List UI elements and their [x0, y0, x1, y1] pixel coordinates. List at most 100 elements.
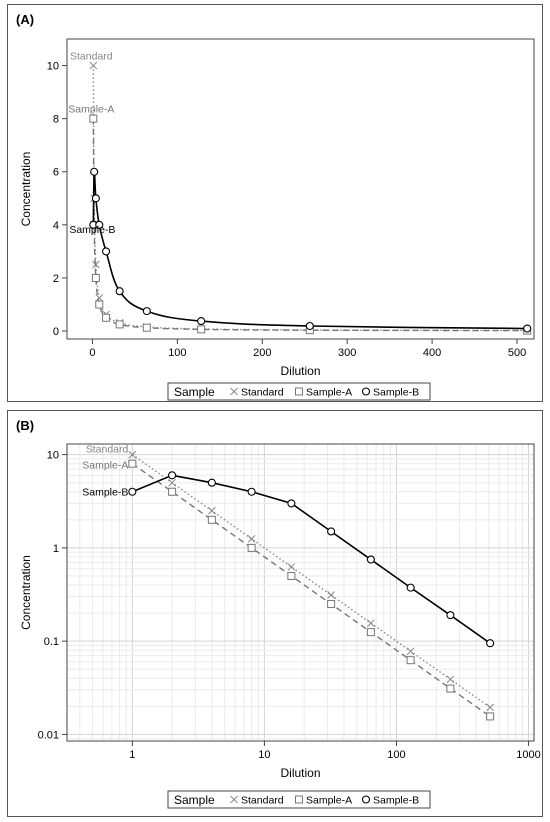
- data-point-standard-stroke-2: [287, 563, 296, 571]
- data-point-standard-stroke-2: [486, 703, 494, 712]
- data-point-sample-a: [115, 320, 124, 329]
- data-point-standard-stroke-2: [367, 619, 375, 627]
- y-tick-label: 1: [53, 543, 59, 555]
- data-point-sample-a: [207, 515, 216, 524]
- data-point-standard: [327, 591, 335, 599]
- data-point-standard: [446, 675, 455, 684]
- series-label-sample-b: Sample-B: [82, 487, 128, 499]
- panel-a: (A) 0 100 200 300 400 500 0 2 4 6 8 10 Dilution Conce…: [7, 4, 543, 402]
- panel-a-label: (A): [16, 12, 35, 27]
- data-point-standard-stroke-2: [327, 591, 335, 599]
- data-point-sample-b: [247, 487, 256, 496]
- x-tick-label: 1: [129, 749, 135, 761]
- series-standard: Standard: [70, 51, 532, 335]
- series-label-sample-a: Sample-A: [82, 460, 128, 472]
- x-tick-label: 300: [338, 347, 356, 359]
- legend-symbol-standard: [230, 795, 238, 804]
- plot-frame--a-: [66, 38, 535, 340]
- data-point-sample-b: [207, 478, 216, 487]
- x-tick-label: 0: [89, 347, 95, 359]
- series-line-sample-b: [92, 170, 528, 330]
- legend-symbol-sample-b: [361, 795, 371, 804]
- data-point-sample-b: [142, 307, 151, 316]
- data-point-sample-b: [91, 194, 100, 203]
- data-point-sample-a: [327, 600, 336, 609]
- series-label-sample-a: Sample-A: [68, 104, 114, 116]
- legend-symbol-standard: [230, 387, 238, 396]
- data-point-standard: [89, 61, 98, 70]
- y-tick-label: 0.01: [38, 729, 59, 741]
- series-sample-b: Sample-B: [69, 167, 532, 333]
- data-point-standard: [287, 563, 296, 571]
- data-point-sample-a: [287, 571, 296, 580]
- grid--b-: [67, 444, 534, 741]
- data-point-standard-stroke-2: [128, 450, 137, 459]
- data-point-sample-b: [446, 611, 455, 620]
- data-point-sample-a: [247, 543, 256, 552]
- x-tick-label: 10: [258, 749, 270, 761]
- data-point-sample-a: [102, 313, 111, 322]
- legend-symbol-sample-a: [295, 387, 303, 396]
- data-point-standard-stroke-2: [168, 478, 176, 487]
- data-point-standard: [208, 506, 216, 515]
- y-tick-label: 10: [47, 450, 59, 462]
- legend-title: Sample: [174, 385, 215, 399]
- y-tick-label: 10: [47, 61, 59, 73]
- data-point-standard: [486, 703, 494, 712]
- series-label-standard: Standard: [70, 51, 113, 63]
- data-point-sample-a: [486, 712, 495, 721]
- data-point-sample-a: [89, 114, 98, 123]
- y-tick-label: 0.1: [44, 636, 59, 648]
- legend-entry-sample-b: Sample-B: [373, 387, 419, 399]
- legend-entry-standard: Standard: [241, 795, 284, 807]
- data-point-sample-b: [197, 317, 206, 326]
- legend-entry-standard: Standard: [241, 387, 284, 399]
- data-point-standard-stroke-2: [406, 647, 415, 656]
- series-sample-b: Sample-B: [82, 471, 495, 648]
- series-line-standard: [131, 454, 491, 708]
- legend--b-: Sample Standard Sample-A Sample-B: [167, 790, 431, 809]
- legend-symbol-sample-b: [361, 387, 371, 396]
- x-tick-label: 400: [423, 347, 441, 359]
- data-point-sample-a: [446, 684, 455, 693]
- data-point-sample-b: [115, 287, 124, 296]
- y-tick-label: 4: [53, 220, 59, 232]
- data-point-sample-b: [287, 499, 296, 508]
- series-line-sample-a: [131, 463, 491, 717]
- data-point-sample-a: [366, 628, 375, 637]
- data-point-standard: [367, 619, 375, 627]
- data-point-standard-stroke-2: [92, 260, 100, 269]
- data-point-standard: [95, 293, 104, 302]
- legend-entry-sample-a: Sample-A: [306, 795, 352, 807]
- y-tick-label: 0: [53, 326, 59, 338]
- series-line-sample-b: [132, 474, 491, 644]
- x-axis-label: Dilution: [280, 364, 320, 378]
- y-tick-label: 2: [53, 273, 59, 285]
- legend-title: Sample: [174, 793, 215, 807]
- data-point-standard: [168, 478, 176, 487]
- panel-b-label: (B): [16, 418, 35, 433]
- data-point-standard-stroke-2: [446, 675, 455, 684]
- data-point-sample-a: [128, 459, 137, 468]
- x-tick-label: 200: [253, 347, 271, 359]
- data-point-sample-b: [102, 247, 111, 256]
- chart-b-svg: 1 10 100 1000 0.01 0.1 1 10 Dilution Concentratio…: [19, 443, 541, 809]
- data-point-sample-b: [486, 639, 495, 648]
- legend-symbol-standard-stroke-2: [230, 387, 238, 396]
- x-tick-label: 1000: [516, 749, 540, 761]
- data-point-sample-a: [406, 656, 415, 665]
- legend-entry-sample-a: Sample-A: [306, 387, 352, 399]
- y-axis-label: Concentration: [19, 555, 33, 630]
- data-point-standard-stroke-2: [89, 61, 98, 70]
- legend-entry-sample-b: Sample-B: [373, 795, 419, 807]
- data-point-standard: [406, 647, 415, 656]
- data-point-sample-a: [197, 325, 206, 334]
- data-point-sample-a: [142, 323, 151, 332]
- data-point-standard-stroke-2: [208, 506, 216, 515]
- data-point-standard: [247, 534, 256, 543]
- data-point-sample-a: [95, 300, 104, 309]
- data-point-sample-b: [90, 167, 99, 176]
- series-sample-a: Sample-A: [68, 104, 532, 335]
- y-tick-label: 6: [53, 167, 59, 179]
- data-point-sample-a: [91, 273, 100, 282]
